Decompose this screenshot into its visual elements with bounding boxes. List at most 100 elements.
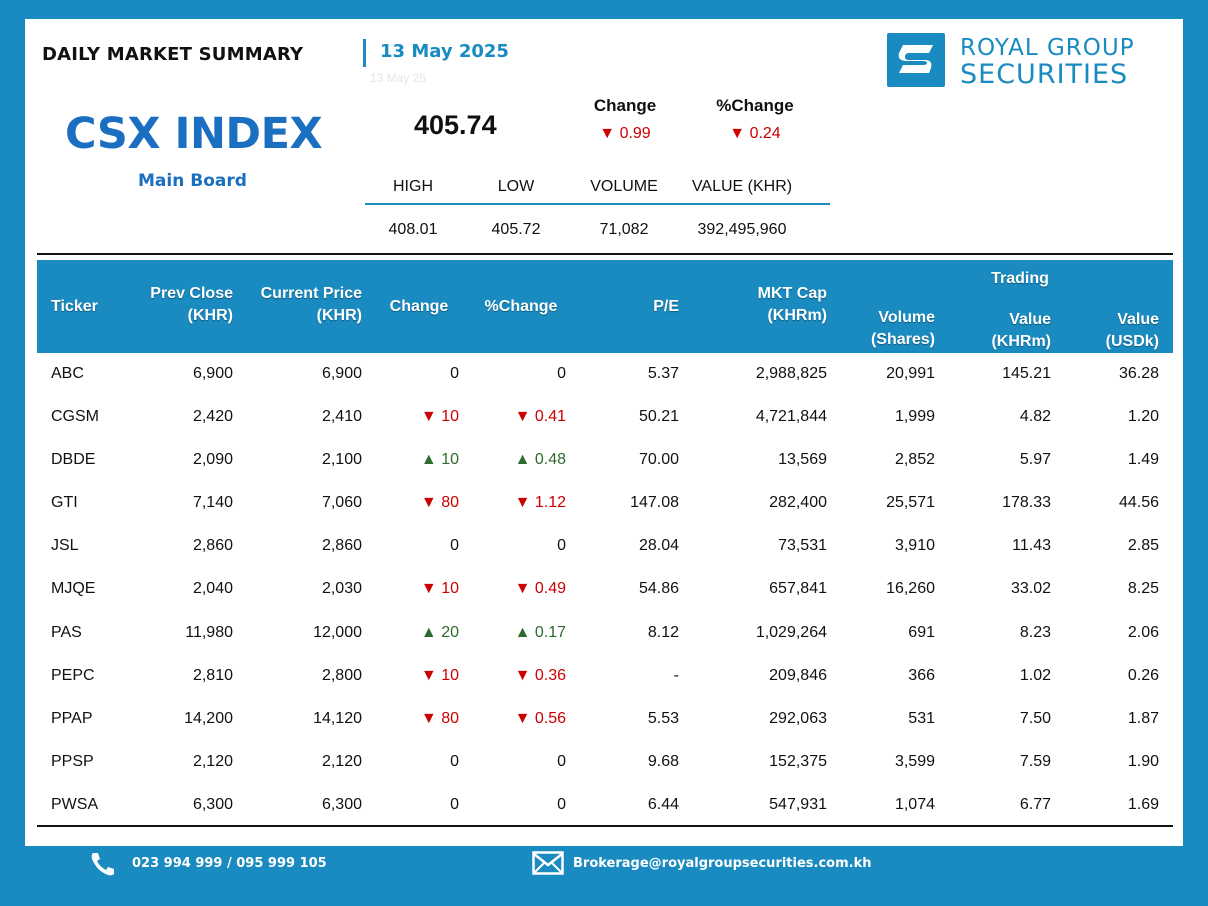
table-row: CGSM 2,420 2,410 ▼ 10 ▼ 0.41 50.21 4,721,844 1,… (37, 396, 1173, 439)
cell-current-price: 2,100 (321, 451, 362, 469)
table-bottom-rule (37, 825, 1173, 827)
footer-email[interactable]: Brokerage@royalgroupsecurities.com.kh (573, 856, 872, 871)
table-row: PEPC 2,810 2,800 ▼ 10 ▼ 0.36 - 209,846 366 1.02 0… (37, 655, 1173, 698)
cell-mkt-cap: 209,846 (769, 666, 827, 684)
index-name: CSX INDEX (65, 109, 323, 159)
cell-current-price: 12,000 (313, 623, 362, 641)
cell-pe: 5.37 (647, 365, 679, 382)
index-pct-change-value: ▼ 0.24 (729, 125, 781, 142)
th-pe: P/E (653, 298, 679, 315)
stat-label-low: LOW (497, 178, 535, 195)
cell-value-usd: 8.25 (1127, 580, 1159, 598)
cell-volume: 691 (908, 623, 935, 641)
cell-pe: - (673, 666, 679, 684)
logo-mark-icon (887, 33, 945, 87)
cell-volume: 2,852 (894, 451, 935, 469)
table-row: ABC 6,900 6,900 0 0 5.37 2,988,825 20,991 145.21… (37, 353, 1173, 396)
cell-ticker: DBDE (51, 451, 96, 469)
cell-mkt-cap: 657,841 (769, 580, 827, 598)
cell-prev-close: 2,810 (192, 666, 233, 684)
cell-ticker: PWSA (51, 795, 99, 813)
table-row: GTI 7,140 7,060 ▼ 80 ▼ 1.12 147.08 282,400 25,5… (37, 482, 1173, 525)
cell-pct-change: ▲ 0.17 (514, 623, 566, 641)
cell-value-usd: 2.85 (1127, 537, 1159, 555)
cell-value-usd: 1.20 (1127, 408, 1159, 426)
cell-current-price: 2,800 (321, 666, 362, 684)
cell-value-khr: 11.43 (1012, 537, 1051, 555)
th-trading: Trading (991, 270, 1049, 287)
th-volume-label: Volume (Shares) (870, 309, 935, 348)
cell-volume: 16,260 (886, 580, 935, 598)
th-prev-close: Prev Close (KHR) (150, 285, 233, 324)
company-logo: ROYAL GROUP SECURITIES (887, 33, 1177, 90)
cell-change: 0 (450, 365, 459, 382)
cell-mkt-cap: 1,029,264 (755, 623, 827, 641)
cell-ticker: PPSP (51, 752, 94, 770)
cell-volume: 20,991 (886, 365, 935, 382)
cell-change: 0 (450, 752, 459, 770)
date-divider (363, 39, 366, 67)
mail-icon (532, 851, 564, 880)
cell-mkt-cap: 282,400 (769, 494, 827, 512)
table-row: PPSP 2,120 2,120 0 0 9.68 152,375 3,599 7.59 1.90 (37, 741, 1173, 784)
stat-value-high: 408.01 (388, 221, 438, 238)
cell-value-khr: 33.02 (1010, 580, 1051, 598)
cell-mkt-cap: 4,721,844 (755, 408, 827, 426)
cell-value-usd: 36.28 (1118, 365, 1159, 382)
stat-value-volume: 71,082 (599, 221, 649, 238)
cell-value-usd: 44.56 (1118, 494, 1159, 512)
stat-label-volume: VOLUME (590, 178, 658, 195)
cell-prev-close: 11,980 (185, 623, 233, 641)
cell-prev-close: 14,200 (184, 709, 233, 727)
cell-mkt-cap: 292,063 (769, 709, 827, 727)
summary-card: DAILY MARKET SUMMARY 13 May 2025 13 May … (25, 19, 1183, 846)
th-value-khr: Value (KHRm) (991, 311, 1051, 350)
phone-icon (88, 851, 118, 882)
cell-prev-close: 2,040 (192, 580, 233, 598)
cell-ticker: GTI (51, 494, 78, 512)
cell-pe: 9.68 (647, 752, 679, 770)
board-name: Main Board (138, 171, 247, 191)
cell-current-price: 2,860 (321, 537, 362, 555)
cell-pct-change: ▼ 0.56 (514, 709, 566, 727)
cell-pct-change: ▼ 0.49 (514, 580, 566, 598)
cell-ticker: CGSM (51, 408, 99, 426)
cell-pct-change: ▼ 1.12 (514, 494, 566, 512)
cell-current-price: 7,060 (321, 494, 362, 512)
table-row: PWSA 6,300 6,300 0 0 6.44 547,931 1,074 6.77 1.69 (37, 784, 1173, 827)
cell-prev-close: 6,900 (192, 365, 233, 382)
cell-prev-close: 7,140 (192, 494, 233, 512)
cell-change: ▼ 10 (420, 408, 459, 426)
th-change: Change (389, 298, 449, 315)
cell-volume: 366 (908, 666, 935, 684)
footer-phone[interactable]: 023 994 999 / 095 999 105 (132, 856, 327, 871)
cell-mkt-cap: 73,531 (778, 537, 827, 555)
cell-ticker: PAS (51, 623, 82, 641)
cell-value-usd: 1.90 (1127, 752, 1159, 770)
cell-current-price: 2,030 (321, 580, 362, 598)
cell-pct-change: ▼ 0.41 (514, 408, 566, 426)
cell-ticker: MJQE (51, 580, 96, 598)
cell-volume: 3,910 (894, 537, 935, 555)
header-separator (37, 253, 1173, 255)
cell-volume: 531 (908, 709, 935, 727)
cell-prev-close: 2,120 (192, 752, 233, 770)
cell-value-khr: 7.59 (1019, 752, 1051, 770)
cell-value-khr: 145.21 (1002, 365, 1051, 382)
cell-pct-change: 0 (557, 537, 566, 555)
cell-prev-close: 6,300 (192, 795, 233, 813)
index-value: 405.74 (414, 110, 497, 140)
page-title: DAILY MARKET SUMMARY (42, 44, 304, 65)
cell-pe: 8.12 (647, 623, 679, 641)
table-row: DBDE 2,090 2,100 ▲ 10 ▲ 0.48 70.00 13,569 2,852… (37, 439, 1173, 482)
cell-pct-change: 0 (557, 752, 566, 770)
cell-prev-close: 2,420 (192, 408, 233, 426)
table-header: Ticker Prev Close (KHR) Current Price (KHR… (37, 260, 1173, 353)
cell-ticker: PEPC (51, 666, 95, 684)
cell-mkt-cap: 13,569 (778, 451, 827, 469)
report-date: 13 May 2025 (380, 41, 509, 62)
cell-pe: 147.08 (630, 494, 679, 512)
cell-ticker: PPAP (51, 709, 93, 727)
cell-change: ▼ 80 (420, 494, 459, 512)
logo-line2: SECURITIES (960, 59, 1129, 90)
